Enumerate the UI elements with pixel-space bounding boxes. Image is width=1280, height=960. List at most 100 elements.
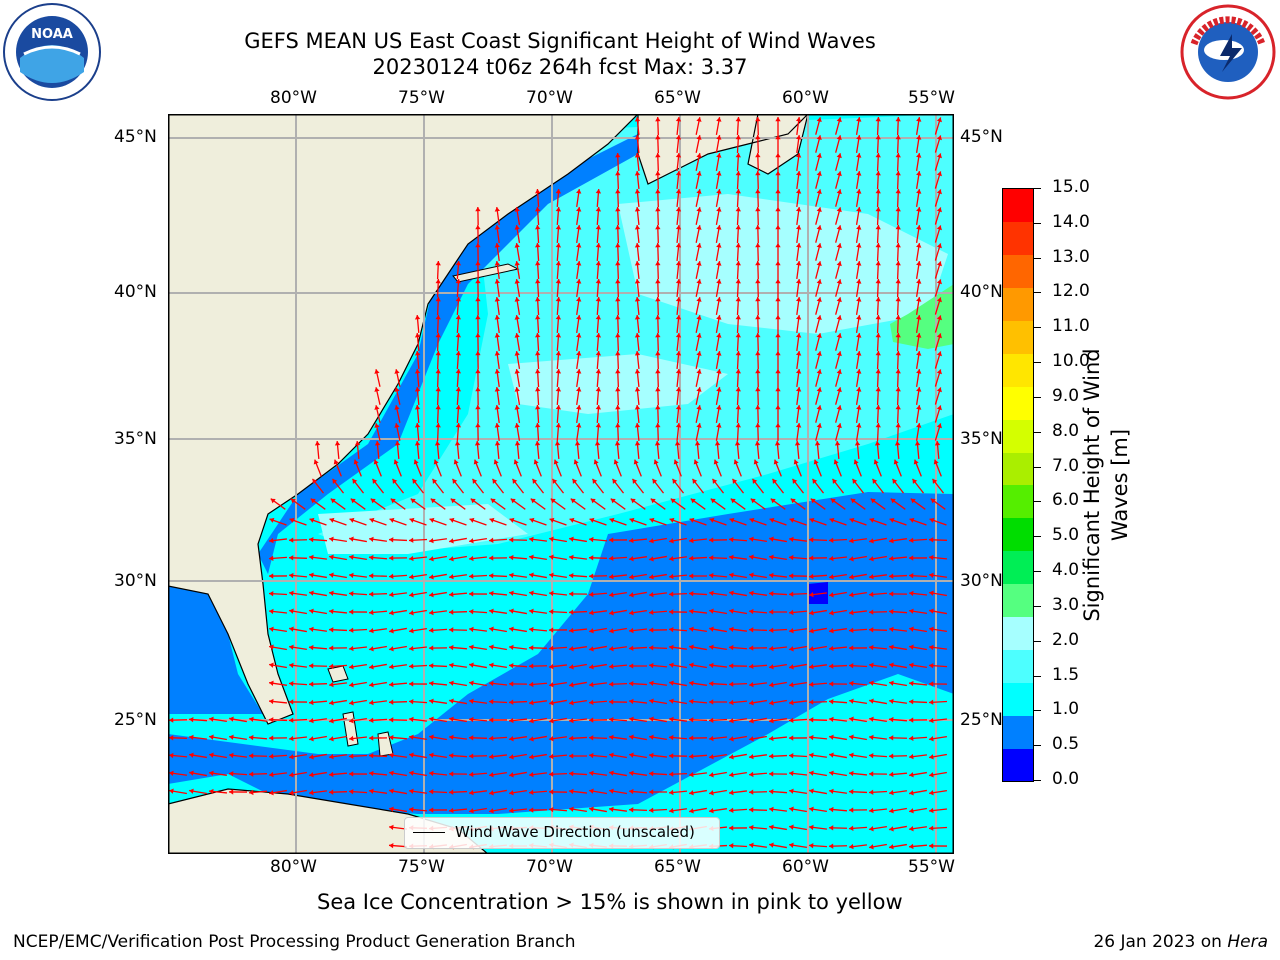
wind-wave-arrowhead bbox=[615, 405, 621, 410]
wind-wave-arrowhead bbox=[816, 315, 822, 321]
wind-wave-arrowhead bbox=[569, 591, 574, 597]
wind-wave-arrowhead bbox=[649, 734, 654, 740]
wind-wave-arrowhead bbox=[615, 333, 621, 338]
wind-wave-arrowhead bbox=[929, 644, 934, 651]
wind-wave-arrowhead bbox=[576, 279, 582, 284]
wind-wave-arrowhead bbox=[716, 279, 722, 284]
wind-wave-arrowhead bbox=[309, 536, 314, 543]
wind-wave-arrowhead bbox=[494, 387, 501, 392]
wind-wave-arrowhead bbox=[270, 498, 276, 504]
wind-wave-arrowhead bbox=[475, 369, 481, 374]
wind-wave-arrowhead bbox=[309, 736, 314, 742]
wind-wave-arrowhead bbox=[729, 590, 734, 596]
wind-wave-arrowhead bbox=[429, 538, 434, 544]
colorbar-tick-label: 6.0 bbox=[1052, 490, 1080, 511]
wind-wave-arrowhead bbox=[352, 478, 358, 484]
wind-wave-arrowhead bbox=[655, 189, 661, 194]
wind-wave-arrowhead bbox=[589, 681, 594, 688]
wind-wave-arrowhead bbox=[696, 135, 702, 140]
wind-wave-arrowhead bbox=[455, 333, 462, 338]
wind-wave-arrowhead bbox=[849, 716, 854, 722]
wind-wave-arrowhead bbox=[475, 207, 481, 212]
wind-wave-arrowhead bbox=[429, 807, 434, 813]
wind-wave-arrowhead bbox=[429, 770, 434, 777]
colorbar-tick-mark bbox=[1033, 745, 1041, 747]
wind-wave-arrowhead bbox=[394, 423, 400, 428]
wind-wave-arrowhead bbox=[609, 646, 614, 652]
wind-wave-arrowhead bbox=[169, 717, 174, 723]
wind-wave-arrowhead bbox=[696, 423, 702, 428]
wind-wave-arrowhead bbox=[514, 387, 520, 392]
wind-wave-arrowhead bbox=[755, 189, 761, 194]
lat-label-right: 30°N bbox=[960, 571, 1003, 591]
wind-wave-arrowhead bbox=[829, 752, 834, 758]
wind-wave-arrowhead bbox=[769, 645, 774, 652]
wind-wave-arrowhead bbox=[849, 592, 854, 598]
wind-wave-arrowhead bbox=[829, 788, 834, 795]
wind-wave-arrowhead bbox=[832, 478, 838, 484]
wind-wave-arrowhead bbox=[449, 517, 455, 523]
wind-wave-arrowhead bbox=[709, 590, 714, 596]
wind-wave-arrowhead bbox=[689, 591, 694, 597]
wind-wave-arrowhead bbox=[576, 387, 582, 392]
wind-wave-arrowhead bbox=[775, 225, 781, 230]
lon-label-top: 75°W bbox=[398, 88, 445, 108]
colorbar-tick-label: 11.0 bbox=[1052, 316, 1090, 337]
wind-wave-arrowhead bbox=[414, 369, 421, 374]
wind-wave-arrowhead bbox=[909, 608, 914, 614]
wind-wave-arrowhead bbox=[816, 405, 822, 411]
wind-wave-arrowhead bbox=[933, 459, 939, 465]
wind-wave-arrowhead bbox=[392, 478, 398, 484]
wind-wave-arrowhead bbox=[770, 498, 776, 504]
wind-wave-arrowhead bbox=[829, 628, 834, 634]
wind-wave-arrowhead bbox=[609, 699, 614, 705]
wind-wave-arrowhead bbox=[632, 478, 638, 484]
wind-wave-arrowhead bbox=[629, 556, 634, 562]
colorbar-tick-label: 5.0 bbox=[1052, 525, 1080, 546]
wind-wave-arrowhead bbox=[655, 243, 661, 248]
wind-wave-arrowhead bbox=[449, 716, 454, 722]
wind-wave-arrowhead bbox=[289, 537, 294, 543]
wind-wave-arrowhead bbox=[909, 573, 914, 579]
wind-wave-arrowhead bbox=[675, 351, 682, 356]
wind-wave-arrowhead bbox=[889, 698, 894, 705]
wind-wave-arrowhead bbox=[409, 592, 414, 598]
wind-wave-arrowhead bbox=[249, 734, 254, 741]
wind-wave-arrowhead bbox=[535, 279, 541, 284]
wind-wave-arrowhead bbox=[589, 699, 594, 706]
wind-wave-arrowhead bbox=[789, 682, 794, 688]
wind-wave-arrowhead bbox=[709, 644, 714, 650]
wind-wave-arrowhead bbox=[709, 537, 714, 543]
wind-wave-arrowhead bbox=[650, 498, 656, 504]
wind-wave-arrowhead bbox=[455, 423, 462, 428]
wind-wave-arrowhead bbox=[634, 207, 641, 212]
wind-wave-arrowhead bbox=[675, 225, 682, 230]
wind-wave-arrowhead bbox=[529, 736, 534, 742]
wind-wave-arrowhead bbox=[729, 718, 734, 724]
wind-wave-arrowhead bbox=[889, 538, 894, 544]
wind-wave-arrowhead bbox=[749, 718, 754, 724]
wind-wave-arrowhead bbox=[409, 770, 414, 776]
wind-wave-arrowhead bbox=[775, 135, 781, 140]
wind-wave-arrowhead bbox=[849, 517, 855, 523]
wind-wave-arrowhead bbox=[895, 135, 901, 140]
wind-wave-arrowhead bbox=[834, 441, 841, 446]
wind-wave-arrowhead bbox=[389, 806, 394, 812]
colorbar-tick-label: 14.0 bbox=[1052, 211, 1090, 232]
wind-wave-direction-arrows bbox=[168, 116, 948, 850]
wind-wave-arrowhead bbox=[894, 441, 901, 446]
wind-wave-arrowhead bbox=[729, 736, 734, 742]
wind-wave-arrowhead bbox=[675, 243, 682, 248]
wind-wave-arrowhead bbox=[429, 645, 434, 651]
wind-wave-arrowhead bbox=[514, 405, 520, 410]
wind-wave-arrowhead bbox=[895, 153, 901, 158]
lon-label-bottom: 65°W bbox=[654, 857, 701, 877]
wind-wave-arrowhead bbox=[209, 734, 214, 740]
wind-wave-arrowhead bbox=[449, 680, 454, 686]
wind-wave-arrowhead bbox=[289, 790, 294, 796]
wind-wave-arrowhead bbox=[916, 297, 922, 302]
wind-wave-arrowhead bbox=[895, 207, 901, 212]
wind-wave-arrowhead bbox=[634, 243, 641, 248]
wind-wave-arrowhead bbox=[895, 171, 901, 176]
wind-wave-arrowhead bbox=[775, 207, 781, 212]
